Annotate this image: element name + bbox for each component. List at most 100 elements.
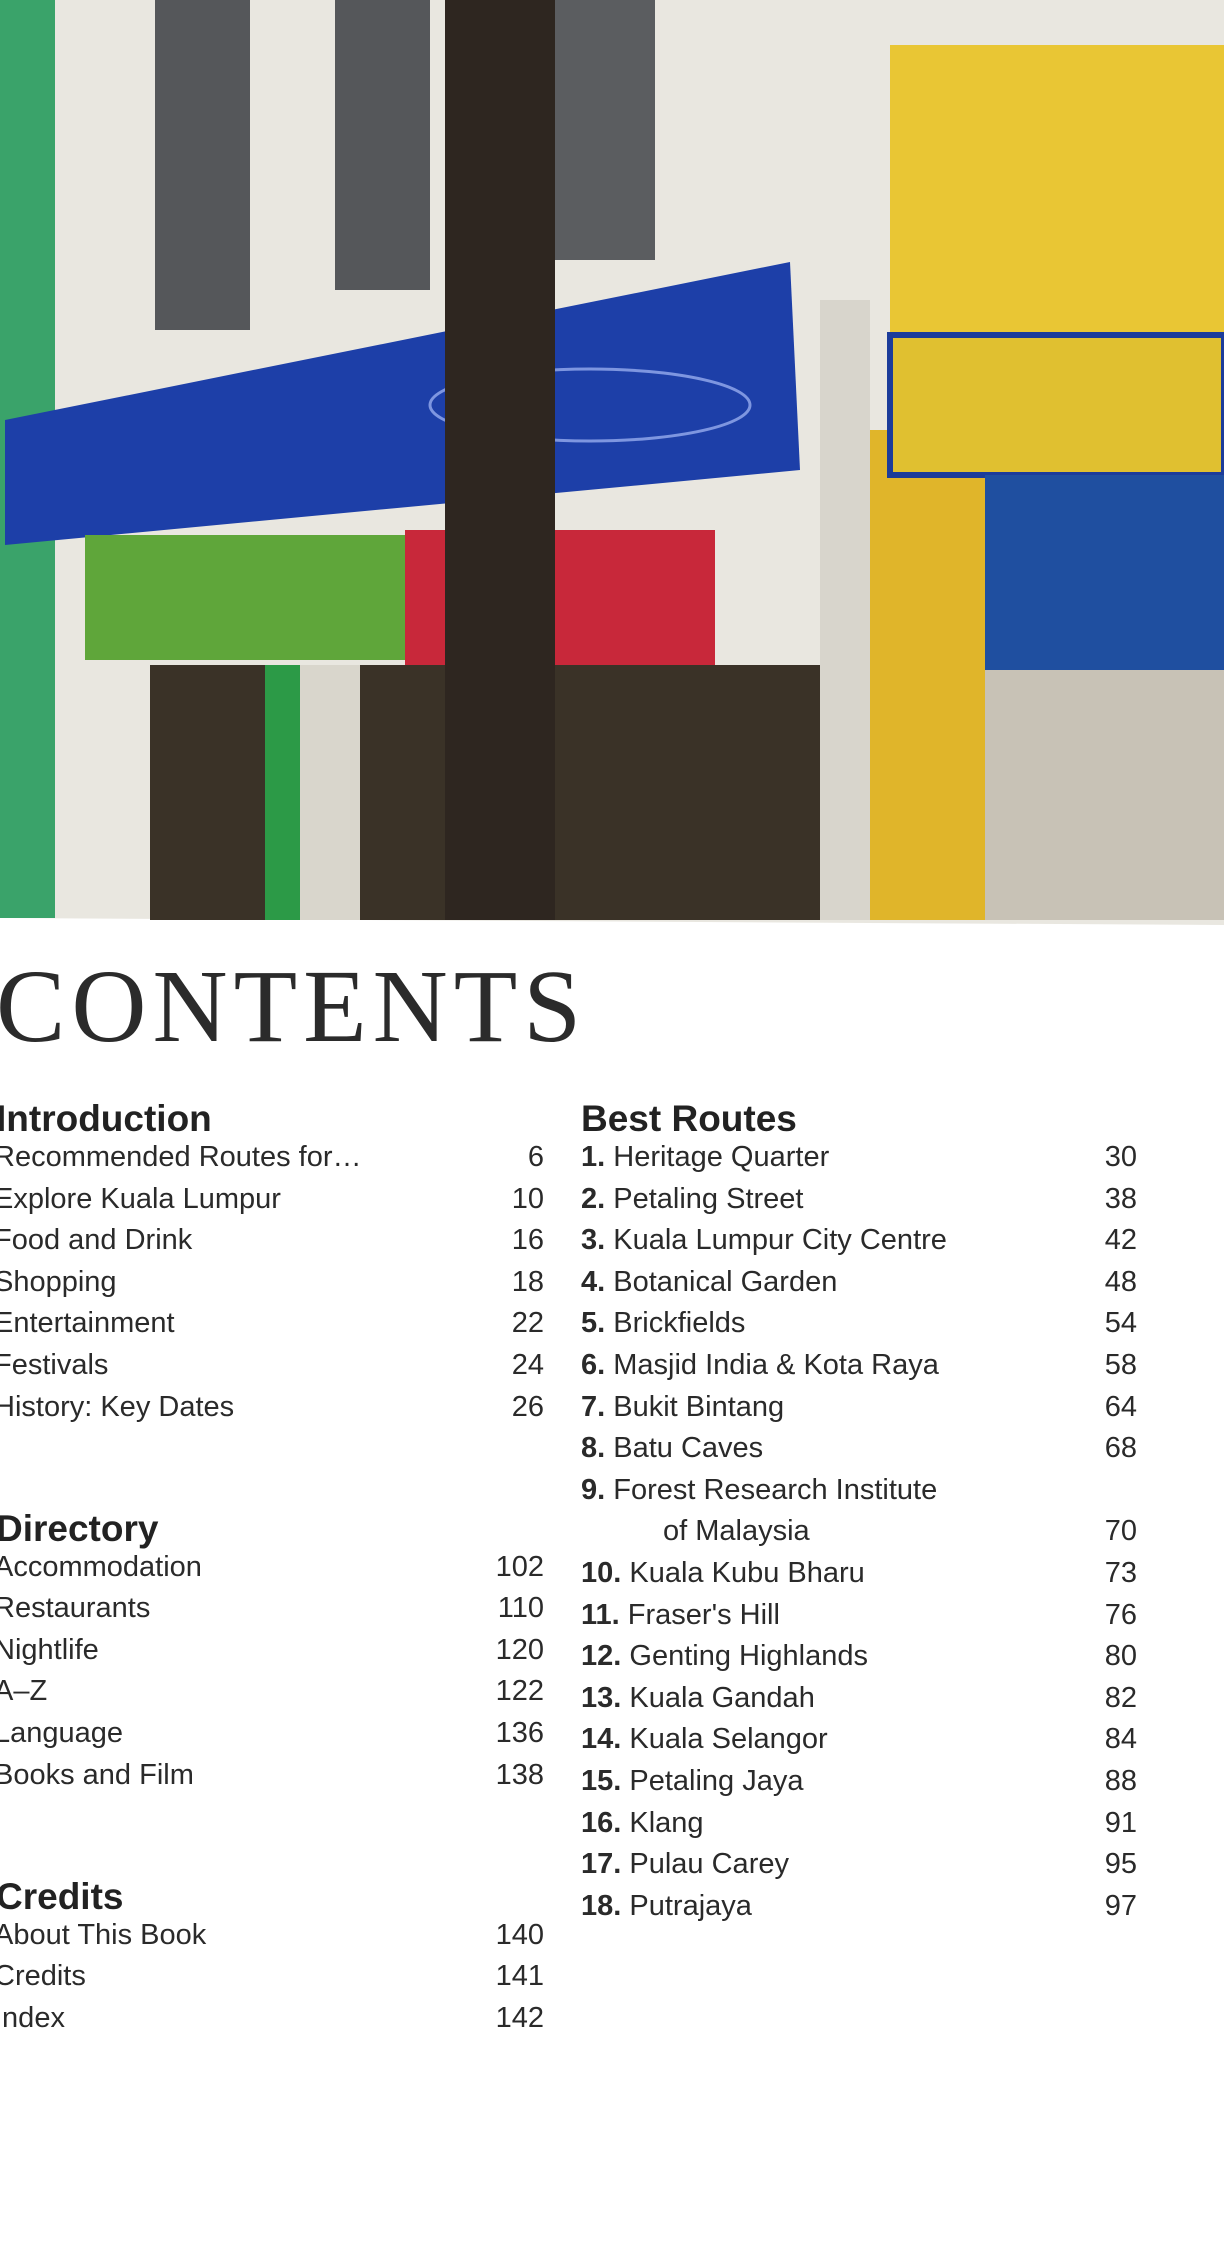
route-number: 11. bbox=[581, 1598, 620, 1631]
entry-title: History: Key Dates bbox=[0, 1390, 235, 1423]
entry-title: Accommodation bbox=[0, 1550, 202, 1583]
page-number: 16 bbox=[511, 1224, 544, 1257]
route-entry: 2. Petaling Street bbox=[581, 1182, 804, 1215]
page-number: 6 bbox=[527, 1141, 544, 1173]
page-number: 38 bbox=[1104, 1182, 1137, 1215]
route-title: Bukit Bintang bbox=[613, 1390, 785, 1423]
entry-title: Index bbox=[0, 2001, 65, 2034]
route-number: 12. bbox=[581, 1640, 622, 1673]
page-number: 82 bbox=[1104, 1681, 1137, 1714]
route-title: Petaling Street bbox=[613, 1182, 804, 1215]
pillar bbox=[300, 665, 360, 920]
shop-front bbox=[985, 670, 1224, 920]
page-number: 26 bbox=[511, 1390, 544, 1423]
page-number: 68 bbox=[1104, 1432, 1137, 1465]
section-heading: Directory bbox=[0, 1507, 159, 1549]
tree-trunk bbox=[445, 0, 555, 920]
page-number: 58 bbox=[1104, 1349, 1137, 1381]
window bbox=[155, 0, 250, 330]
page-number: 70 bbox=[1104, 1515, 1137, 1548]
entry-title: About This Book bbox=[0, 1918, 207, 1951]
page-number: 102 bbox=[495, 1550, 544, 1583]
pillar bbox=[265, 665, 300, 920]
route-entry: 9. Forest Research Institute bbox=[581, 1473, 938, 1506]
route-title: Heritage Quarter bbox=[613, 1141, 830, 1173]
section-heading: Best Routes bbox=[581, 1098, 797, 1139]
route-number: 9. bbox=[581, 1473, 606, 1506]
route-title: Fraser's Hill bbox=[627, 1598, 780, 1631]
page-number: 141 bbox=[495, 1960, 544, 1993]
contents-title: CONTENTS bbox=[0, 949, 588, 1064]
entry-title: Shopping bbox=[0, 1265, 117, 1298]
route-title: Petaling Jaya bbox=[629, 1765, 804, 1797]
page-number: 42 bbox=[1104, 1224, 1137, 1257]
entry-title: Restaurants bbox=[0, 1592, 151, 1625]
page-number: 24 bbox=[511, 1349, 544, 1381]
page-number: 18 bbox=[511, 1265, 544, 1298]
section-heading: Credits bbox=[0, 1875, 124, 1917]
route-number: 16. bbox=[581, 1806, 622, 1839]
page-number: 95 bbox=[1104, 1848, 1137, 1881]
route-title: Forest Research Institute bbox=[613, 1473, 938, 1506]
window bbox=[555, 0, 655, 260]
page-number: 97 bbox=[1104, 1889, 1137, 1922]
route-number: 4. bbox=[581, 1265, 606, 1298]
yellow-column bbox=[870, 430, 985, 920]
window bbox=[335, 0, 430, 290]
yellow-sign bbox=[890, 45, 1224, 335]
route-entry: 12. Genting Highlands bbox=[581, 1642, 868, 1671]
page-number: 10 bbox=[511, 1182, 544, 1215]
route-entry: 17. Pulau Carey bbox=[581, 1850, 789, 1879]
blue-awning bbox=[5, 262, 800, 545]
column bbox=[820, 300, 870, 920]
page-number: 122 bbox=[495, 1675, 544, 1708]
route-number: 13. bbox=[581, 1681, 622, 1714]
route-number: 18. bbox=[581, 1889, 622, 1922]
route-number: 3. bbox=[581, 1224, 606, 1257]
route-number: 6. bbox=[581, 1349, 606, 1381]
page-number: 54 bbox=[1104, 1307, 1137, 1340]
page-number: 30 bbox=[1104, 1141, 1137, 1173]
route-entry: 4. Botanical Garden bbox=[581, 1265, 837, 1298]
page-number: 142 bbox=[495, 2001, 544, 2034]
route-entry: 1. Heritage Quarter bbox=[581, 1143, 829, 1172]
yellow-sign bbox=[887, 332, 1224, 478]
page-number: 88 bbox=[1104, 1765, 1137, 1797]
route-title-continued: of Malaysia bbox=[663, 1515, 810, 1548]
page-number: 136 bbox=[495, 1717, 544, 1749]
sign-logo bbox=[428, 367, 752, 443]
route-entry: 18. Putrajaya bbox=[581, 1889, 752, 1922]
route-entry: 8. Batu Caves bbox=[581, 1434, 763, 1463]
route-entry: 14. Kuala Selangor bbox=[581, 1725, 828, 1754]
page-number: 48 bbox=[1104, 1265, 1137, 1298]
route-title: Pulau Carey bbox=[629, 1848, 789, 1881]
route-title: Genting Highlands bbox=[629, 1640, 868, 1673]
route-title: Kuala Lumpur City Centre bbox=[613, 1224, 947, 1257]
route-number: 2. bbox=[581, 1182, 606, 1215]
route-entry: 11. Fraser's Hill bbox=[581, 1598, 780, 1631]
entry-title: Nightlife bbox=[0, 1633, 99, 1666]
route-title: Brickfields bbox=[613, 1307, 746, 1340]
entry-title: Language bbox=[0, 1717, 124, 1749]
route-number: 5. bbox=[581, 1307, 606, 1340]
route-title: Putrajaya bbox=[629, 1889, 752, 1922]
route-entry: 7. Bukit Bintang bbox=[581, 1390, 785, 1423]
route-entry: 10. Kuala Kubu Bharu bbox=[581, 1559, 865, 1588]
page-number: 138 bbox=[495, 1758, 544, 1791]
route-entry: 6. Masjid India & Kota Raya bbox=[581, 1351, 939, 1380]
route-entry: 3. Kuala Lumpur City Centre bbox=[581, 1226, 947, 1255]
route-title: Batu Caves bbox=[613, 1432, 764, 1465]
route-number: 7. bbox=[581, 1390, 606, 1423]
route-entry: 5. Brickfields bbox=[581, 1309, 745, 1338]
section-heading: Introduction bbox=[0, 1098, 212, 1139]
route-number: 17. bbox=[581, 1848, 622, 1881]
entry-title: Credits bbox=[0, 1960, 86, 1993]
route-number: 14. bbox=[581, 1723, 622, 1756]
route-title: Kuala Kubu Bharu bbox=[629, 1557, 865, 1589]
entry-title: Entertainment bbox=[0, 1307, 175, 1340]
page-number: 91 bbox=[1104, 1806, 1137, 1839]
page-number: 64 bbox=[1104, 1390, 1137, 1423]
page-number: 120 bbox=[495, 1633, 544, 1666]
page-number: 76 bbox=[1104, 1598, 1137, 1631]
